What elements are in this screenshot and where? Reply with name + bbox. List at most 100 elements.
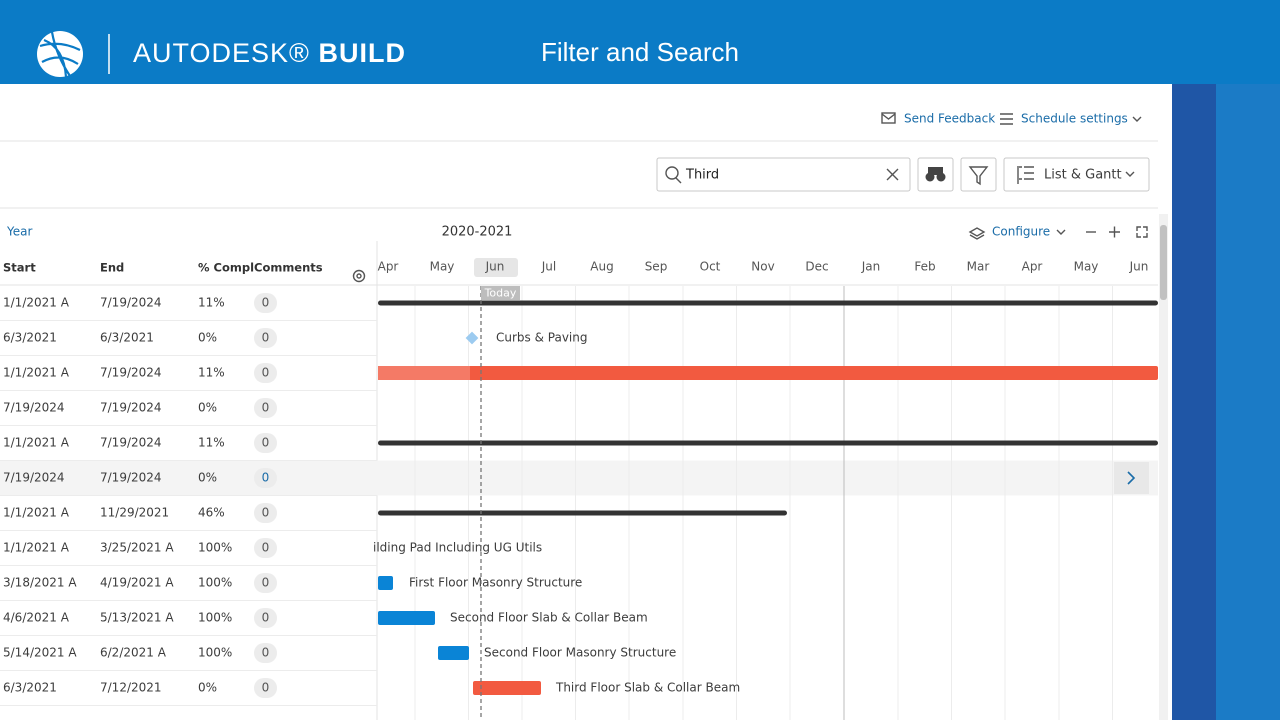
column-header: Comments	[254, 261, 323, 275]
bar-label: Second Floor Masonry Structure	[484, 646, 676, 660]
schedule-settings-label: Schedule settings	[1021, 112, 1128, 126]
month-label: Sep	[645, 260, 668, 274]
comment-badge[interactable]	[254, 643, 277, 663]
column-settings[interactable]	[352, 269, 366, 283]
task-bar	[378, 576, 393, 590]
cell: 6/3/2021	[100, 331, 154, 345]
period: 2020-2021	[442, 225, 513, 240]
summary-bar	[378, 510, 787, 516]
side-strip	[1172, 84, 1216, 720]
comment-badge[interactable]	[254, 293, 277, 313]
month-label: Feb	[914, 260, 935, 274]
column-header: End	[100, 261, 124, 275]
today-label: Today	[484, 287, 517, 300]
comment-count: 0	[262, 506, 270, 520]
row-expand[interactable]	[1114, 462, 1149, 494]
month-label: Jun	[1129, 260, 1149, 274]
cell: 100%	[198, 576, 232, 590]
cell: 100%	[198, 646, 232, 660]
cell: 1/1/2021 A	[3, 366, 70, 380]
configure[interactable]: Configure	[968, 225, 1066, 240]
view-button[interactable]: List & Gantt	[1003, 157, 1150, 192]
brand-name: AUTODESK®	[133, 38, 310, 68]
search-box[interactable]: Third	[656, 157, 911, 192]
task-bar	[378, 366, 1158, 380]
summary-bar	[378, 300, 1158, 306]
comment-badge[interactable]	[254, 398, 277, 418]
comment-badge[interactable]	[254, 678, 277, 698]
comment-count: 0	[262, 611, 270, 625]
comment-count: 0	[262, 576, 270, 590]
month-label: May	[430, 260, 455, 274]
fullscreen[interactable]	[1136, 226, 1148, 238]
cell: 1/1/2021 A	[3, 541, 70, 555]
comment-badge[interactable]	[254, 503, 277, 523]
schedule-settings[interactable]: Schedule settings	[1000, 112, 1142, 126]
comment-count: 0	[262, 331, 270, 345]
cell: 46%	[198, 506, 225, 520]
month-label: Apr	[378, 260, 399, 274]
month-label: Mar	[967, 260, 990, 274]
page-title: Filter and Search	[541, 37, 739, 67]
task-bar	[473, 681, 541, 695]
comment-badge[interactable]	[254, 328, 277, 348]
side-area	[1216, 84, 1280, 720]
scrollbar[interactable]	[1159, 214, 1168, 720]
comment-count: 0	[262, 436, 270, 450]
scrollbar-thumb[interactable]	[1160, 225, 1167, 300]
comment-badge[interactable]	[254, 573, 277, 593]
cell: 100%	[198, 541, 232, 555]
month-label: Apr	[1022, 260, 1043, 274]
binoculars-button[interactable]	[917, 157, 954, 192]
month-label: Nov	[751, 260, 774, 274]
logo	[37, 31, 83, 78]
timescale[interactable]: Year	[6, 225, 32, 239]
month-label: Jul	[541, 260, 556, 274]
comment-count: 0	[262, 366, 270, 380]
comment-count: 0	[262, 681, 270, 695]
comment-count: 0	[262, 401, 270, 415]
comment-badge[interactable]	[254, 468, 277, 488]
configure-label: Configure	[992, 225, 1050, 239]
bar-label: Second Floor Slab & Collar Beam	[450, 611, 648, 625]
send-feedback[interactable]: Send Feedback	[881, 112, 995, 126]
cell: 3/25/2021 A	[100, 541, 174, 555]
cell: 7/19/2024	[3, 401, 65, 415]
comment-badge[interactable]	[254, 608, 277, 628]
cell: 0%	[198, 471, 217, 485]
task-bar	[378, 611, 435, 625]
summary-bar	[378, 440, 1158, 446]
cell: 7/19/2024	[100, 436, 162, 450]
cell: 5/14/2021 A	[3, 646, 77, 660]
comment-count: 0	[262, 471, 270, 485]
bar-label: Third Floor Slab & Collar Beam	[555, 681, 740, 695]
bar-label: First Floor Masonry Structure	[409, 576, 582, 590]
comment-badge[interactable]	[254, 433, 277, 453]
month-label: Aug	[590, 260, 613, 274]
brand: AUTODESK® BUILD	[133, 38, 406, 68]
cell: 5/13/2021 A	[100, 611, 174, 625]
send-feedback-label: Send Feedback	[904, 112, 995, 126]
search-input: Third	[685, 168, 719, 183]
comment-badge[interactable]	[254, 538, 277, 558]
zoom-in[interactable]	[1109, 226, 1120, 238]
cell: 1/1/2021 A	[3, 436, 70, 450]
cell: 11%	[198, 296, 225, 310]
cell: 100%	[198, 611, 232, 625]
month-label: Dec	[805, 260, 828, 274]
cell: 0%	[198, 331, 217, 345]
cell: 7/19/2024	[3, 471, 65, 485]
milestone	[465, 331, 479, 345]
cell: 11%	[198, 436, 225, 450]
task-bar	[438, 646, 469, 660]
today-tag	[481, 286, 520, 300]
month-label: Jan	[861, 260, 881, 274]
brand-product: BUILD	[318, 38, 406, 68]
bar-label: ilding Pad Including UG Utils	[373, 541, 542, 555]
filter-button[interactable]	[960, 157, 997, 192]
cell: 7/19/2024	[100, 401, 162, 415]
bar-label: Curbs & Paving	[496, 331, 587, 345]
current-month-highlight	[474, 258, 518, 277]
comment-badge[interactable]	[254, 363, 277, 383]
